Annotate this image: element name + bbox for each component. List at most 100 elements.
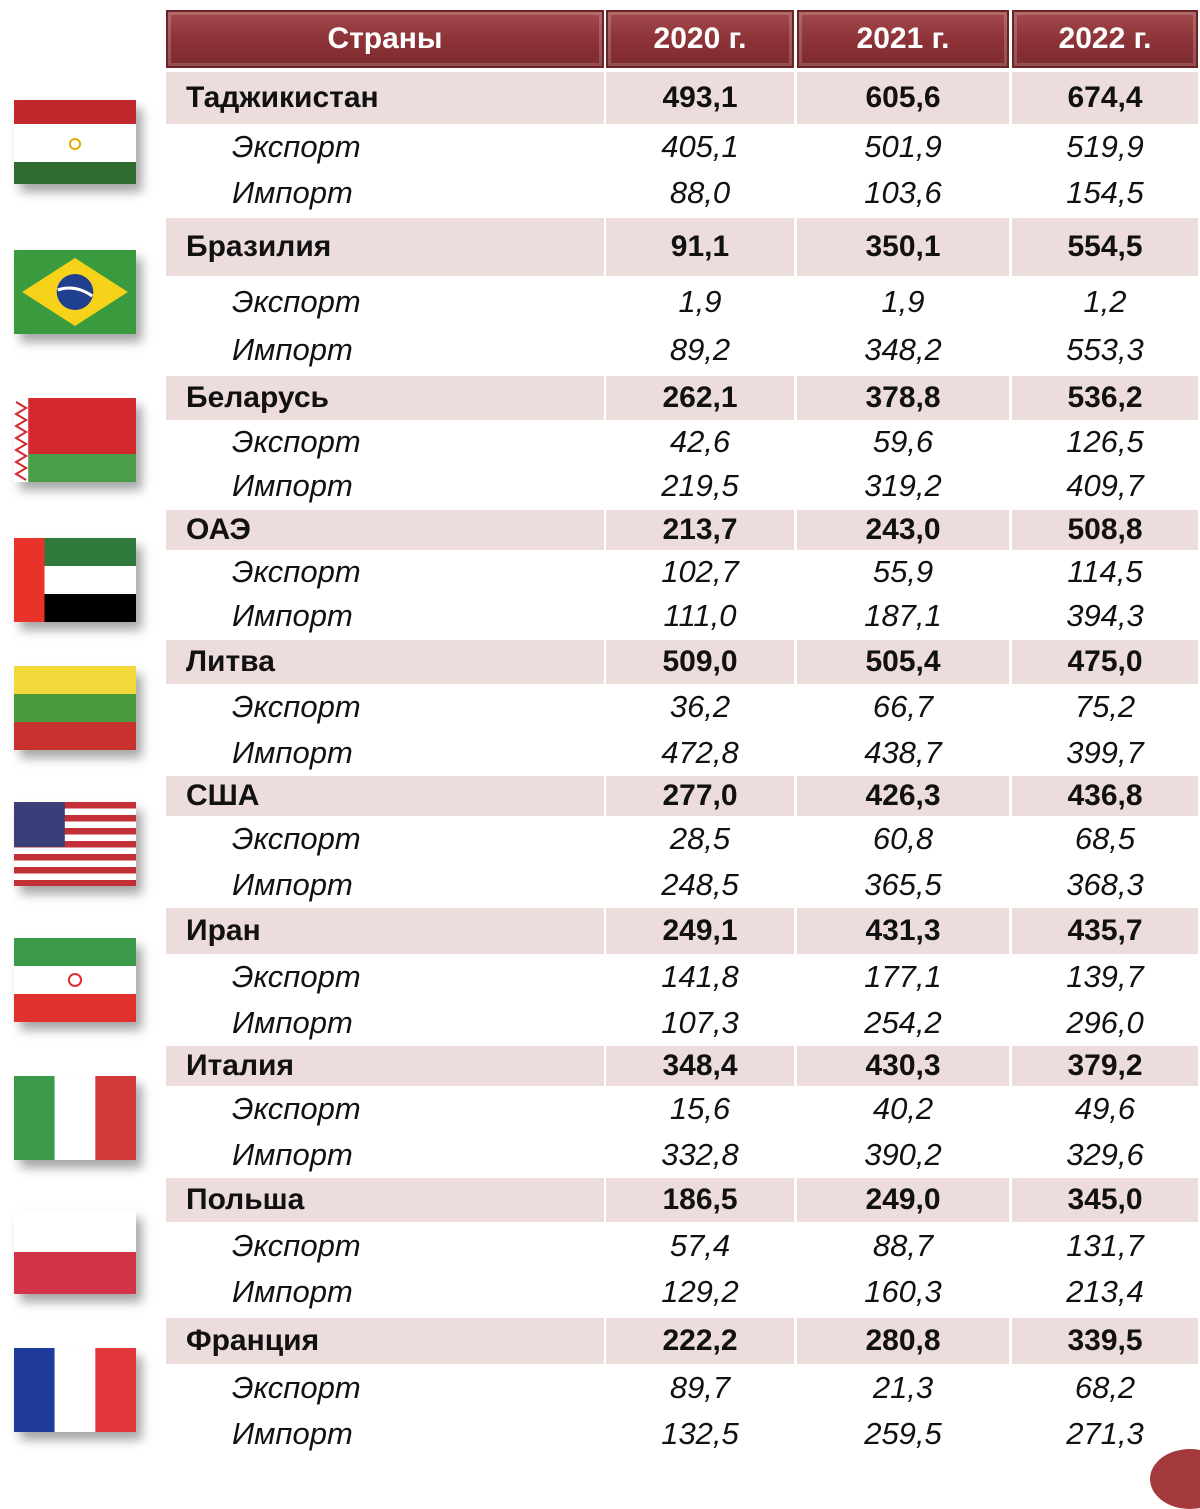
import-row: Импорт 219,5 319,2 409,7 [166, 464, 1198, 508]
decorative-corner [1150, 1449, 1200, 1509]
row-bg [166, 776, 604, 816]
row-bg [166, 1046, 604, 1086]
export-value: 49,6 [1074, 1091, 1136, 1126]
export-value: 15,6 [669, 1091, 731, 1126]
export-value: 55,9 [872, 554, 934, 589]
row-bg [166, 376, 604, 420]
country-row: Бразилия 91,1 350,1 554,5 [166, 218, 1198, 276]
total-value: 243,0 [865, 513, 941, 546]
row-bg [1012, 72, 1198, 124]
export-value: 21,3 [872, 1370, 934, 1405]
total-value: 213,7 [662, 513, 738, 546]
export-row: Экспорт 141,8 177,1 139,7 [166, 954, 1198, 1000]
export-value: 126,5 [1066, 424, 1144, 459]
total-value: 339,5 [1067, 1324, 1143, 1357]
total-value: 280,8 [865, 1324, 941, 1357]
row-bg [797, 72, 1009, 124]
row-bg [1012, 1046, 1198, 1086]
total-value: 435,7 [1067, 914, 1143, 947]
export-label: Экспорт [232, 129, 361, 164]
export-label: Экспорт [232, 554, 361, 589]
import-row: Импорт 107,3 254,2 296,0 [166, 1000, 1198, 1046]
total-value: 262,1 [662, 381, 738, 414]
total-value: 536,2 [1067, 381, 1143, 414]
row-bg [1012, 218, 1198, 276]
import-value: 187,1 [864, 598, 942, 633]
country-name: Франция [186, 1324, 320, 1357]
country-name: Беларусь [186, 381, 329, 414]
export-label: Экспорт [232, 959, 361, 994]
export-label: Экспорт [232, 1228, 361, 1263]
row-bg [797, 1178, 1009, 1222]
import-label: Импорт [232, 332, 353, 367]
export-value: 36,2 [669, 689, 731, 724]
export-value: 68,2 [1074, 1370, 1136, 1405]
import-value: 219,5 [661, 468, 739, 503]
export-value: 59,6 [872, 424, 934, 459]
export-label: Экспорт [232, 689, 361, 724]
header-year-2020: 2020 г. [606, 10, 794, 68]
export-value: 131,7 [1066, 1228, 1144, 1263]
row-bg [606, 1178, 794, 1222]
total-value: 430,3 [865, 1049, 941, 1082]
total-value: 348,4 [662, 1049, 738, 1082]
export-row: Экспорт 1,9 1,9 1,2 [166, 278, 1198, 326]
export-label: Экспорт [232, 284, 361, 319]
import-value: 399,7 [1066, 735, 1144, 770]
row-bg [606, 1318, 794, 1364]
export-value: 519,9 [1066, 129, 1144, 164]
country-name: Бразилия [186, 230, 332, 263]
import-value: 271,3 [1066, 1416, 1144, 1451]
country-row: Литва 509,0 505,4 475,0 [166, 640, 1198, 684]
import-row: Импорт 472,8 438,7 399,7 [166, 730, 1198, 776]
import-value: 160,3 [864, 1274, 942, 1309]
import-value: 89,2 [669, 332, 731, 367]
export-value: 141,8 [661, 959, 739, 994]
import-value: 296,0 [1066, 1005, 1144, 1040]
import-row: Импорт 88,0 103,6 154,5 [166, 170, 1198, 216]
export-label: Экспорт [232, 821, 361, 856]
poland-flag-icon [14, 1210, 136, 1294]
total-value: 345,0 [1067, 1183, 1143, 1216]
import-value: 111,0 [663, 598, 737, 633]
row-bg [166, 640, 604, 684]
row-bg [797, 1046, 1009, 1086]
import-value: 472,8 [661, 735, 739, 770]
export-value: 60,8 [872, 821, 934, 856]
row-bg [797, 776, 1009, 816]
usa-flag-icon [14, 802, 136, 886]
row-bg [1012, 1318, 1198, 1364]
export-row: Экспорт 405,1 501,9 519,9 [166, 124, 1198, 170]
row-bg [166, 1178, 604, 1222]
export-value: 139,7 [1066, 959, 1144, 994]
export-row: Экспорт 89,7 21,3 68,2 [166, 1364, 1198, 1412]
import-value: 259,5 [864, 1416, 942, 1451]
export-value: 177,1 [864, 959, 942, 994]
country-row: Таджикистан 493,1 605,6 674,4 [166, 72, 1198, 124]
country-row: Франция 222,2 280,8 339,5 [166, 1318, 1198, 1364]
export-value: 1,2 [1083, 284, 1127, 319]
export-value: 68,5 [1074, 821, 1136, 856]
row-bg [166, 218, 604, 276]
total-value: 674,4 [1067, 81, 1143, 114]
header-year-2022: 2022 г. [1012, 10, 1198, 68]
export-row: Экспорт 15,6 40,2 49,6 [166, 1086, 1198, 1132]
brazil-flag-icon [14, 250, 136, 334]
import-row: Импорт 248,5 365,5 368,3 [166, 862, 1198, 908]
country-row: ОАЭ 213,7 243,0 508,8 [166, 510, 1198, 550]
import-label: Импорт [232, 735, 353, 770]
import-row: Импорт 332,8 390,2 329,6 [166, 1132, 1198, 1178]
export-value: 28,5 [669, 821, 731, 856]
total-value: 431,3 [865, 914, 941, 947]
row-bg [166, 908, 604, 954]
country-name: США [186, 779, 260, 812]
import-value: 213,4 [1066, 1274, 1144, 1309]
row-bg [606, 1046, 794, 1086]
import-label: Импорт [232, 1416, 353, 1451]
italy-flag-icon [14, 1076, 136, 1160]
import-value: 132,5 [661, 1416, 739, 1451]
row-bg [606, 908, 794, 954]
total-value: 249,1 [662, 914, 738, 947]
export-value: 1,9 [678, 284, 722, 319]
export-row: Экспорт 42,6 59,6 126,5 [166, 420, 1198, 464]
